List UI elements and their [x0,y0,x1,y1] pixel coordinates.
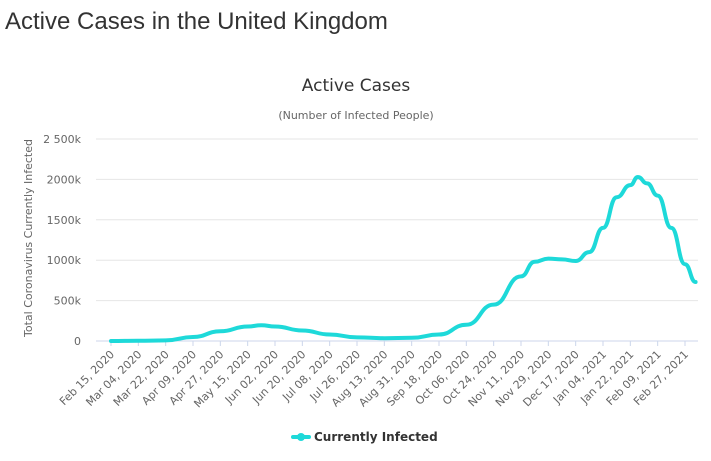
page-heading: Active Cases in the United Kingdom [5,8,388,35]
y-tick-label: 0 [74,335,81,348]
y-tick-label: 1500k [47,214,82,227]
series-line-currently-infected [109,175,698,343]
legend-swatch-marker [297,433,305,441]
chart-title: Active Cases [302,76,411,96]
y-tick-label: 2 500k [43,133,81,146]
y-axis-title: Total Coronavirus Currently Infected [22,139,35,338]
grid-lines [96,138,698,342]
legend-label: Currently Infected [314,430,438,444]
y-tick-label: 500k [54,295,82,308]
chart-subtitle: (Number of Infected People) [278,109,433,122]
y-axis-ticks: 0 500k 1000k 1500k 2000k 2 500k [43,133,81,348]
legend[interactable]: Currently Infected [291,430,438,444]
series-layer [109,175,698,343]
y-tick-label: 2000k [47,173,82,186]
y-tick-label: 1000k [47,254,82,267]
